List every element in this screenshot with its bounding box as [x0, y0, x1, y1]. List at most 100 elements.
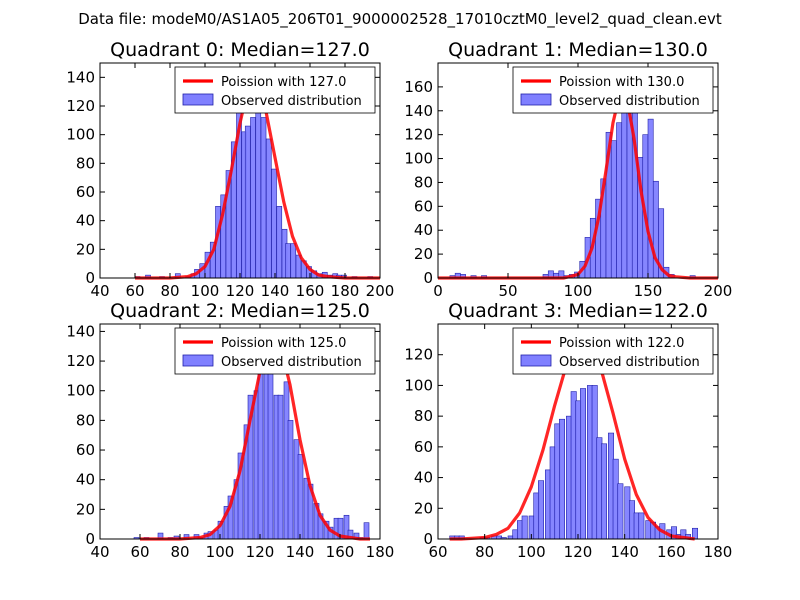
histogram-bar: [363, 522, 370, 540]
x-tick-label: 200: [366, 282, 395, 300]
legend-curve-label: Poission with 127.0: [221, 75, 346, 90]
legend-bar-label: Observed distribution: [221, 94, 362, 109]
histogram-bar: [250, 117, 256, 279]
histogram-bar: [297, 454, 304, 540]
legend-bar-label: Observed distribution: [221, 355, 362, 370]
y-tick-label: 20: [76, 500, 95, 518]
x-tick-label: 100: [517, 543, 546, 561]
x-tick-label: 160: [326, 543, 355, 561]
plots-container: Quadrant 0: Median=127.0 40 60 80 100 120 140 1…: [66, 39, 732, 561]
histogram-bar: [617, 483, 624, 540]
x-tick-label: 120: [226, 282, 255, 300]
legend: Poission with 127.0 Observed distribution: [174, 66, 376, 114]
y-tick-label: 120: [404, 126, 433, 144]
x-tick-label: 80: [170, 543, 189, 561]
y-tick-label: 0: [423, 269, 433, 287]
histogram-bar: [287, 420, 294, 540]
x-tick-label: 200: [704, 282, 733, 300]
legend-bar-label: Observed distribution: [559, 355, 700, 370]
y-tick-label: 40: [76, 212, 95, 230]
legend-bar-label: Observed distribution: [559, 94, 700, 109]
histogram-bar: [580, 388, 586, 540]
y-tick-label: 120: [404, 346, 433, 364]
x-tick-label: 120: [564, 543, 593, 561]
y-tick-label: 0: [423, 530, 433, 548]
x-tick-label: 140: [286, 543, 315, 561]
figure-title: Data file: modeM0/AS1A05_206T01_90000025…: [78, 10, 722, 29]
histogram-bar: [260, 117, 267, 279]
x-tick-label: 180: [366, 543, 395, 561]
legend: Poission with 130.0 Observed distribution: [512, 66, 714, 114]
x-tick-label: 120: [246, 543, 275, 561]
histogram-bar: [616, 122, 623, 279]
histogram-bar: [244, 125, 251, 279]
histogram-bar: [285, 243, 291, 279]
y-tick-label: 80: [414, 407, 433, 425]
quadrant-1-chart: Quadrant 1: Median=130.0 0 50 100 150 200 0 20 4…: [404, 39, 732, 300]
quadrant-2-chart: Quadrant 2: Median=125.0 40 60 80 100 120 140 1…: [66, 300, 394, 561]
y-tick-label: 120: [66, 352, 95, 370]
legend: Poission with 122.0 Observed distribution: [512, 327, 714, 375]
x-tick-label: 100: [206, 543, 235, 561]
y-tick-label: 80: [76, 154, 95, 172]
histogram-bar: [267, 365, 274, 540]
legend-bar-swatch: [520, 93, 552, 106]
quadrant-3-chart: Quadrant 3: Median=122.0 60 80 100 120 140 160…: [404, 300, 732, 561]
legend: Poission with 125.0 Observed distribution: [174, 327, 376, 375]
y-tick-label: 100: [404, 376, 433, 394]
x-tick-label: 80: [160, 282, 179, 300]
y-tick-label: 0: [85, 269, 95, 287]
histogram-bar: [610, 140, 617, 279]
x-tick-label: 80: [475, 543, 494, 561]
legend-curve-label: Poission with 125.0: [221, 336, 346, 351]
y-tick-label: 60: [76, 183, 95, 201]
x-tick-label: 140: [261, 282, 290, 300]
histogram-bar: [277, 394, 284, 540]
y-tick-label: 160: [404, 78, 433, 96]
y-tick-label: 120: [66, 97, 95, 115]
x-tick-label: 60: [125, 282, 144, 300]
x-tick-label: 150: [634, 282, 663, 300]
x-tick-label: 40: [90, 543, 109, 561]
y-tick-label: 20: [414, 499, 433, 517]
x-tick-label: 140: [610, 543, 639, 561]
histogram-bar: [271, 168, 277, 279]
y-tick-label: 100: [404, 150, 433, 168]
x-tick-label: 100: [191, 282, 220, 300]
histogram-bar: [290, 243, 297, 279]
axes-frame: [99, 323, 381, 540]
x-tick-label: 160: [296, 282, 325, 300]
y-tick-label: 20: [76, 240, 95, 258]
quadrant-2-title: Quadrant 2: Median=125.0: [110, 300, 370, 322]
x-tick-label: 180: [331, 282, 360, 300]
histogram-bar: [257, 372, 264, 540]
histogram-bar: [631, 93, 638, 279]
legend-curve-label: Poission with 130.0: [559, 75, 684, 90]
histogram-bar: [601, 443, 607, 540]
y-tick-label: 140: [66, 322, 95, 340]
histogram-bar: [621, 102, 628, 279]
quadrant-1-title: Quadrant 1: Median=130.0: [448, 39, 708, 61]
y-tick-label: 140: [66, 68, 95, 86]
y-tick-label: 80: [76, 411, 95, 429]
x-tick-label: 40: [90, 282, 109, 300]
y-tick-label: 40: [414, 469, 433, 487]
y-tick-label: 140: [404, 102, 433, 120]
histogram-bar: [276, 206, 283, 279]
legend-bar-swatch: [520, 354, 552, 367]
legend-bar-swatch: [182, 354, 214, 367]
y-tick-label: 100: [66, 382, 95, 400]
x-tick-label: 0: [433, 282, 443, 300]
y-tick-label: 60: [414, 197, 433, 215]
histogram-bar: [255, 88, 262, 279]
y-tick-label: 40: [414, 221, 433, 239]
histogram-bar: [638, 512, 645, 540]
histogram-bar: [265, 138, 272, 279]
histogram-bar: [559, 418, 565, 540]
y-tick-label: 100: [66, 126, 95, 144]
x-tick-label: 180: [704, 543, 733, 561]
y-tick-label: 60: [414, 438, 433, 456]
y-tick-label: 80: [414, 173, 433, 191]
x-tick-label: 60: [130, 543, 149, 561]
legend-curve-label: Poission with 122.0: [559, 336, 684, 351]
